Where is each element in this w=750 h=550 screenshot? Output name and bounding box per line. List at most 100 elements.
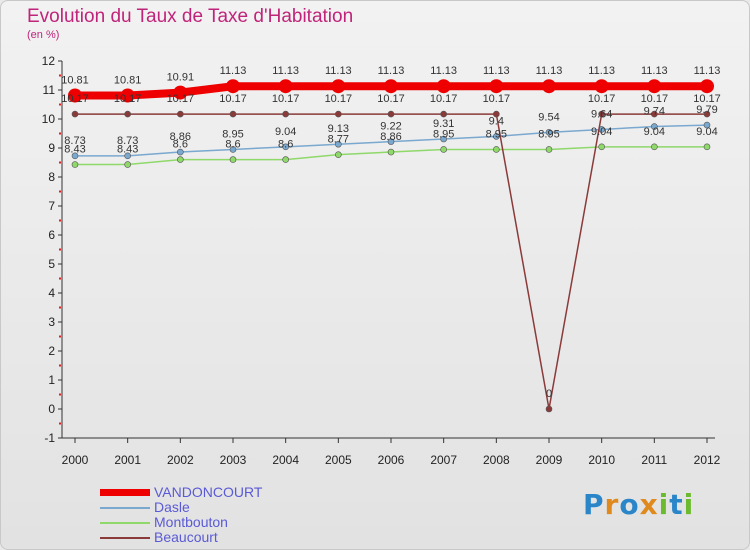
data-point bbox=[703, 143, 711, 151]
data-point bbox=[173, 85, 188, 100]
data-label: 11.13 bbox=[694, 65, 721, 77]
y-minor-tick bbox=[59, 422, 61, 425]
data-label: 8.95 bbox=[222, 128, 243, 140]
x-tick-label: 2001 bbox=[114, 453, 141, 467]
y-minor-tick bbox=[59, 103, 61, 106]
y-minor-tick bbox=[59, 393, 61, 396]
data-label: 9.13 bbox=[328, 123, 349, 135]
x-tick-label: 2006 bbox=[378, 453, 405, 467]
data-label: 9.4 bbox=[489, 115, 504, 127]
logo-letter: r bbox=[604, 488, 620, 521]
data-label: 10.17 bbox=[483, 93, 511, 105]
data-point bbox=[493, 133, 500, 140]
data-point bbox=[68, 88, 82, 103]
data-point bbox=[229, 110, 237, 118]
data-point bbox=[120, 88, 135, 103]
y-minor-tick bbox=[59, 132, 61, 135]
data-label: 9.04 bbox=[644, 126, 665, 138]
data-label: 10.17 bbox=[61, 93, 89, 105]
data-label: 9.54 bbox=[538, 111, 559, 123]
y-tick-label: 6 bbox=[48, 228, 55, 242]
logo-letter: i bbox=[658, 488, 670, 521]
data-point bbox=[545, 405, 553, 413]
data-label: 10.17 bbox=[272, 93, 300, 105]
data-label: 10.17 bbox=[430, 93, 458, 105]
data-label: 11.13 bbox=[483, 65, 510, 77]
logo-letter: P bbox=[583, 488, 605, 521]
y-minor-tick bbox=[59, 161, 61, 164]
logo-letter: o bbox=[619, 488, 640, 521]
data-label: 8.73 bbox=[64, 135, 85, 147]
legend-item-montbouton: Montbouton bbox=[100, 515, 262, 530]
data-label: 8.95 bbox=[433, 128, 454, 140]
data-point bbox=[594, 79, 609, 94]
data-label: 9.22 bbox=[380, 121, 401, 133]
y-minor-tick bbox=[59, 335, 61, 338]
data-point bbox=[545, 146, 553, 153]
data-point bbox=[493, 110, 500, 118]
data-point bbox=[335, 151, 342, 158]
y-minor-tick bbox=[59, 74, 61, 77]
data-label: 10.17 bbox=[114, 93, 142, 105]
data-point bbox=[545, 129, 553, 136]
data-point bbox=[387, 138, 395, 145]
data-point bbox=[177, 156, 184, 163]
data-label: 10.17 bbox=[693, 93, 721, 105]
data-label: 10.17 bbox=[588, 93, 616, 105]
data-label: 8.43 bbox=[117, 144, 138, 156]
y-tick-label: 1 bbox=[48, 373, 55, 387]
x-tick-label: 2009 bbox=[536, 453, 563, 467]
data-label: 11.13 bbox=[641, 65, 668, 77]
x-tick-label: 2010 bbox=[588, 453, 615, 467]
data-point bbox=[331, 79, 346, 94]
legend-item-vandoncourt: VANDONCOURT bbox=[100, 485, 262, 500]
data-label: 9.04 bbox=[275, 126, 296, 138]
data-point bbox=[598, 143, 605, 151]
legend-label: Dasle bbox=[154, 499, 190, 515]
data-label: 8.6 bbox=[173, 139, 188, 151]
data-label: 8.86 bbox=[380, 131, 401, 143]
data-label: 9.04 bbox=[696, 126, 717, 138]
data-point bbox=[387, 148, 395, 156]
x-tick-label: 2011 bbox=[641, 453, 667, 467]
data-label: 9.04 bbox=[591, 126, 612, 138]
y-minor-tick bbox=[59, 364, 61, 367]
data-point bbox=[647, 79, 662, 94]
data-label: 8.86 bbox=[170, 131, 191, 143]
data-point bbox=[71, 161, 79, 168]
x-tick-label: 2000 bbox=[62, 453, 89, 467]
logo-letter: i bbox=[683, 488, 695, 521]
x-tick-label: 2005 bbox=[325, 453, 352, 467]
data-point bbox=[440, 110, 447, 118]
x-tick-label: 2003 bbox=[220, 453, 247, 467]
y-tick-label: 0 bbox=[48, 402, 55, 416]
series-line-beaucourt bbox=[75, 113, 707, 410]
y-minor-tick bbox=[59, 306, 61, 309]
data-label: 10.91 bbox=[167, 72, 195, 84]
legend-swatch bbox=[100, 521, 150, 524]
data-point bbox=[651, 143, 658, 151]
proxiti-logo: Proxiti bbox=[583, 488, 694, 521]
y-tick-label: 3 bbox=[48, 315, 55, 329]
data-point bbox=[436, 79, 451, 94]
y-minor-tick bbox=[59, 219, 61, 222]
data-label: 9.74 bbox=[644, 106, 665, 118]
data-label: 10.17 bbox=[167, 93, 195, 105]
data-point bbox=[282, 156, 289, 163]
data-point bbox=[598, 110, 605, 118]
data-point bbox=[384, 79, 398, 94]
data-point bbox=[177, 110, 184, 118]
y-tick-label: 9 bbox=[48, 141, 55, 155]
x-tick-label: 2002 bbox=[167, 453, 194, 467]
legend: VANDONCOURT Dasle Montbouton Beaucourt bbox=[100, 485, 262, 545]
legend-label: Montbouton bbox=[154, 514, 228, 530]
legend-swatch bbox=[100, 536, 150, 539]
legend-item-beaucourt: Beaucourt bbox=[100, 530, 262, 545]
data-label: 11.13 bbox=[378, 65, 405, 77]
legend-swatch bbox=[100, 489, 150, 496]
data-label: 10.17 bbox=[325, 93, 353, 105]
data-label: 10.81 bbox=[114, 75, 142, 87]
data-point bbox=[71, 152, 79, 160]
data-label: 0 bbox=[546, 388, 552, 400]
data-label: 8.77 bbox=[328, 134, 349, 146]
